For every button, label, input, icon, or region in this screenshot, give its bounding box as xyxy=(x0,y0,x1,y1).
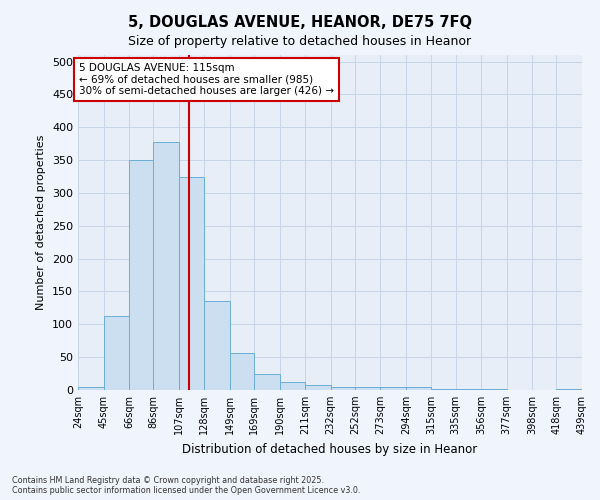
Y-axis label: Number of detached properties: Number of detached properties xyxy=(37,135,46,310)
Bar xyxy=(280,382,305,390)
Bar xyxy=(205,302,230,390)
Bar xyxy=(406,388,431,390)
Text: Size of property relative to detached houses in Heanor: Size of property relative to detached ho… xyxy=(128,35,472,48)
Bar xyxy=(129,160,153,390)
Bar xyxy=(355,388,380,390)
Bar xyxy=(254,374,280,390)
Text: Contains HM Land Registry data © Crown copyright and database right 2025.
Contai: Contains HM Land Registry data © Crown c… xyxy=(12,476,361,495)
Text: 5, DOUGLAS AVENUE, HEANOR, DE75 7FQ: 5, DOUGLAS AVENUE, HEANOR, DE75 7FQ xyxy=(128,15,472,30)
Bar xyxy=(331,386,355,390)
Bar xyxy=(305,384,331,390)
Bar xyxy=(104,316,129,390)
Bar xyxy=(230,352,254,390)
Bar xyxy=(556,388,582,390)
Text: 5 DOUGLAS AVENUE: 115sqm
← 69% of detached houses are smaller (985)
30% of semi-: 5 DOUGLAS AVENUE: 115sqm ← 69% of detach… xyxy=(79,63,334,96)
Bar xyxy=(380,388,406,390)
X-axis label: Distribution of detached houses by size in Heanor: Distribution of detached houses by size … xyxy=(182,442,478,456)
Bar xyxy=(78,386,104,390)
Bar xyxy=(153,142,179,390)
Bar xyxy=(179,176,205,390)
